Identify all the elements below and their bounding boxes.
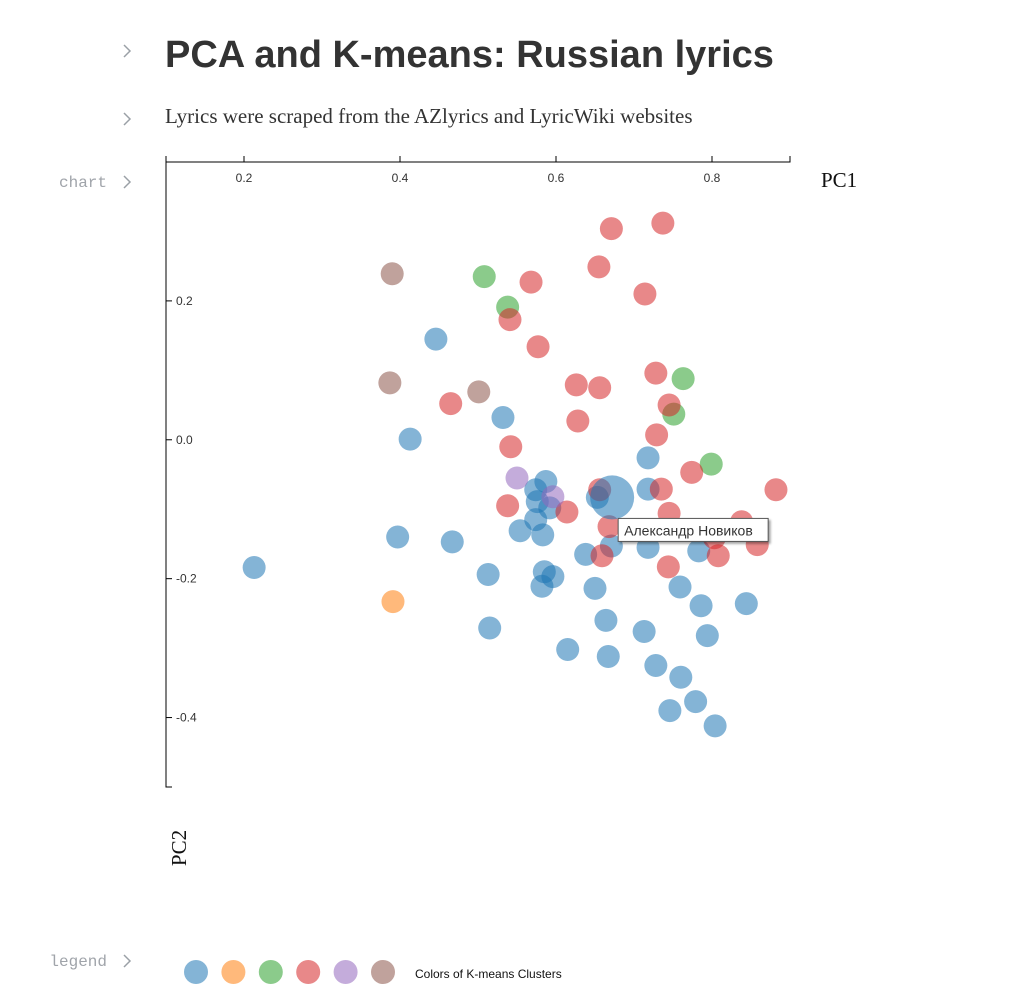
plot: 0.2 0.4 0.6 0.8 0.2 0.0 -0.2 -0.4 Александр Нови…	[165, 156, 791, 788]
cell-toggle[interactable]	[123, 175, 132, 189]
point	[583, 576, 607, 600]
legend-swatch	[184, 960, 208, 984]
point	[706, 544, 730, 568]
x-tick-label: 0.4	[392, 171, 409, 185]
y-tick-label: -0.2	[176, 572, 197, 586]
legend-swatch	[258, 960, 283, 984]
point	[658, 699, 682, 723]
legend-title: Colors of K-means Clusters	[415, 967, 562, 981]
point	[588, 376, 612, 400]
point	[505, 466, 529, 490]
point	[478, 616, 502, 640]
point	[386, 525, 410, 549]
point	[440, 530, 464, 554]
cell-name[interactable]: chart	[59, 174, 107, 192]
point	[499, 435, 523, 459]
point	[531, 523, 555, 547]
tooltip-text: Александр Новиков	[624, 522, 753, 538]
point	[587, 255, 611, 279]
point	[398, 427, 422, 451]
point	[476, 563, 500, 586]
point	[519, 270, 543, 294]
point	[590, 544, 614, 568]
point	[597, 515, 621, 539]
point	[541, 485, 565, 509]
cell-name[interactable]: legend	[49, 953, 107, 971]
point	[439, 392, 463, 416]
y-axis-label: PC2	[167, 830, 191, 866]
subtitle: Lyrics were scraped from the AZlyrics an…	[165, 104, 693, 128]
point	[668, 575, 692, 599]
title: PCA and K-means: Russian lyrics	[165, 34, 774, 76]
point	[594, 608, 618, 632]
point	[703, 714, 727, 738]
point	[530, 574, 554, 598]
point	[764, 478, 788, 502]
point	[496, 494, 520, 518]
cell-toggle[interactable]	[123, 954, 132, 968]
point	[526, 335, 550, 359]
point	[644, 361, 668, 385]
point	[381, 590, 405, 614]
y-tick-label: -0.4	[176, 711, 197, 725]
x-tick-label: 0.8	[704, 171, 721, 185]
y-axis	[165, 161, 172, 788]
hovered-point	[590, 475, 635, 520]
y-tick-label: 0.0	[176, 433, 193, 447]
point	[651, 211, 675, 235]
point	[632, 619, 656, 643]
point	[684, 690, 708, 714]
cell-toggle[interactable]	[123, 44, 132, 58]
legend-swatch	[333, 960, 358, 984]
cell-toggle[interactable]	[123, 112, 132, 126]
point	[599, 217, 623, 241]
point	[649, 477, 673, 501]
x-axis	[165, 156, 791, 163]
point	[657, 393, 681, 417]
point	[695, 624, 719, 648]
point	[555, 500, 579, 524]
tooltip-box	[617, 517, 769, 542]
point	[656, 555, 680, 579]
point	[689, 594, 713, 618]
point	[491, 406, 515, 430]
legend-swatch	[296, 960, 321, 984]
point	[644, 653, 668, 677]
point	[671, 367, 695, 391]
point	[699, 452, 723, 476]
point	[596, 644, 620, 668]
point	[687, 539, 711, 563]
point	[645, 423, 669, 447]
legend-swatch	[221, 960, 246, 984]
point	[669, 665, 693, 689]
y-tick-label: 0.2	[176, 294, 193, 308]
point	[467, 380, 491, 404]
point	[633, 282, 657, 306]
point	[556, 638, 580, 661]
point	[564, 373, 588, 397]
point	[734, 592, 758, 616]
point	[242, 556, 266, 580]
point	[380, 262, 404, 286]
point	[424, 327, 448, 351]
point	[636, 446, 660, 470]
point	[680, 460, 704, 484]
x-tick-label: 0.2	[236, 171, 253, 185]
x-tick-label: 0.6	[548, 171, 565, 185]
point	[566, 409, 590, 433]
tooltip: Александр Новиков	[617, 517, 769, 542]
point	[472, 265, 496, 289]
point	[378, 371, 402, 395]
x-axis-label: PC1	[821, 168, 857, 192]
legend-swatch	[371, 960, 395, 984]
point	[498, 308, 522, 332]
